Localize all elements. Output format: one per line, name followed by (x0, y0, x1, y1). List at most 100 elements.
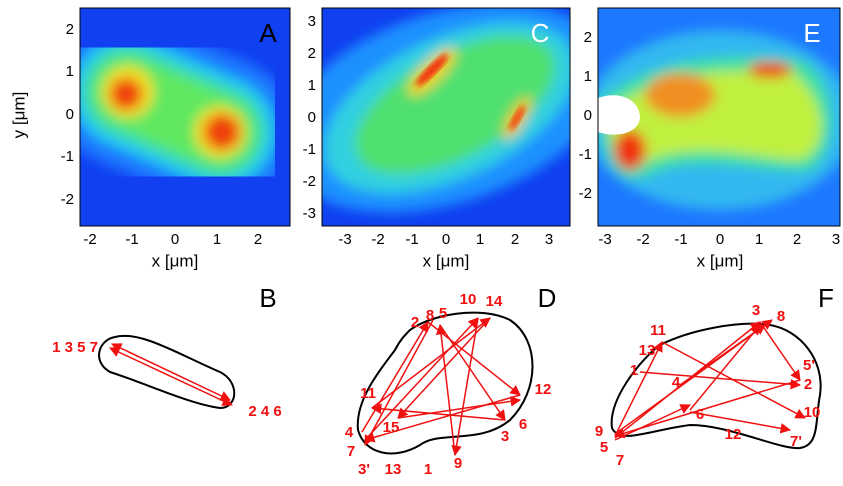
y-tick-label: 2 (584, 29, 592, 46)
x-axis-label: x [μm] (152, 251, 199, 270)
panel-label: F (818, 283, 834, 313)
y-tick-label: 2 (308, 45, 316, 62)
y-tick-label: -1 (579, 146, 592, 163)
arrow (639, 371, 802, 390)
panel-label: E (803, 18, 820, 48)
heatmap-a (80, 8, 290, 226)
node-label: 4 (345, 424, 354, 441)
y-tick-label: -2 (579, 185, 592, 202)
x-tick-label: 0 (716, 231, 724, 248)
x-axis-label: x [μm] (697, 251, 744, 270)
node-label: 11 (650, 322, 666, 339)
x-tick-label: -1 (674, 231, 687, 248)
node-label: 3' (358, 461, 370, 478)
y-tick-label: 1 (66, 63, 74, 80)
node-label: 13 (385, 461, 402, 478)
x-tick-label: 3 (832, 231, 840, 248)
arrow (427, 321, 521, 396)
arrow (364, 319, 434, 446)
heatmap-c (322, 8, 570, 226)
arrow (109, 347, 233, 406)
arrow (370, 403, 506, 421)
x-tick-label: 2 (511, 231, 519, 248)
panel-label: D (538, 283, 557, 313)
node-label: 5' (803, 357, 815, 374)
node-label: 5 (600, 439, 608, 456)
panel-label: C (531, 18, 550, 48)
arrow (689, 324, 761, 411)
panel-label: A (259, 18, 277, 48)
x-tick-label: -2 (371, 231, 384, 248)
arrow (614, 341, 663, 437)
panel-label: B (259, 283, 276, 313)
node-label: 9 (454, 455, 462, 472)
y-axis-label: y [μm] (9, 92, 28, 139)
node-label: 4 (672, 374, 681, 391)
x-tick-label: -1 (125, 231, 138, 248)
node-label: 6 (519, 416, 527, 433)
x-tick-label: 0 (442, 231, 450, 248)
y-tick-label: -3 (303, 205, 316, 222)
node-label: 7 (347, 443, 355, 460)
node-label: 2 4 6 (248, 403, 281, 420)
x-tick-label: 1 (755, 231, 763, 248)
y-tick-label: 0 (66, 106, 74, 123)
node-label: 13 (639, 342, 656, 359)
node-label: 10 (460, 291, 477, 308)
y-tick-label: -2 (303, 173, 316, 190)
x-tick-label: -2 (636, 231, 649, 248)
node-label: 2 (804, 376, 812, 393)
x-tick-label: -3 (338, 231, 351, 248)
arrow (111, 343, 231, 401)
node-label: 2 (411, 314, 419, 331)
arrow (614, 404, 691, 441)
y-tick-label: 3 (308, 13, 316, 30)
node-label: 8 (426, 307, 434, 324)
node-label: 1 (630, 362, 638, 379)
node-label: 11 (360, 385, 376, 402)
arrow (451, 317, 479, 457)
arrow (689, 411, 792, 434)
y-tick-label: -1 (303, 141, 316, 158)
arrow (614, 319, 773, 435)
node-label: 3 (501, 428, 509, 445)
x-tick-label: 3 (545, 231, 553, 248)
arrow (364, 317, 479, 441)
x-tick-label: 1 (213, 231, 221, 248)
x-tick-label: 2 (254, 231, 262, 248)
x-tick-label: -2 (83, 231, 96, 248)
x-tick-label: 0 (171, 231, 179, 248)
node-label: 12 (535, 381, 552, 398)
arrow (363, 394, 521, 443)
arrow (371, 317, 491, 409)
heatmap-e (598, 8, 840, 226)
node-label: 3 (752, 302, 760, 319)
x-axis-label: x [μm] (423, 251, 470, 270)
node-label: 5 (439, 305, 447, 322)
arrows (109, 317, 806, 457)
x-tick-label: 2 (793, 231, 801, 248)
node-label: 9 (595, 423, 603, 440)
arrow (759, 321, 801, 381)
arrow (397, 317, 491, 419)
node-label: 15 (383, 419, 400, 436)
y-tick-label: -2 (61, 191, 74, 208)
y-tick-label: 1 (584, 68, 592, 85)
node-label: 14 (486, 293, 503, 310)
arrow (397, 396, 522, 419)
node-label: 10 (804, 404, 821, 421)
node-label: 1 (424, 461, 432, 478)
y-tick-label: 0 (584, 107, 592, 124)
node-label: 1 3 5 7 (52, 339, 98, 356)
node-label: 6 (696, 406, 704, 423)
node-label: 7' (790, 433, 802, 450)
node-label: 8 (777, 308, 785, 325)
node-label: 7 (616, 452, 624, 469)
node-label: 12 (725, 426, 742, 443)
y-tick-label: 0 (308, 109, 316, 126)
y-tick-label: -1 (61, 148, 74, 165)
x-tick-label: -1 (405, 231, 418, 248)
x-tick-label: 1 (476, 231, 484, 248)
arrow (435, 323, 456, 456)
